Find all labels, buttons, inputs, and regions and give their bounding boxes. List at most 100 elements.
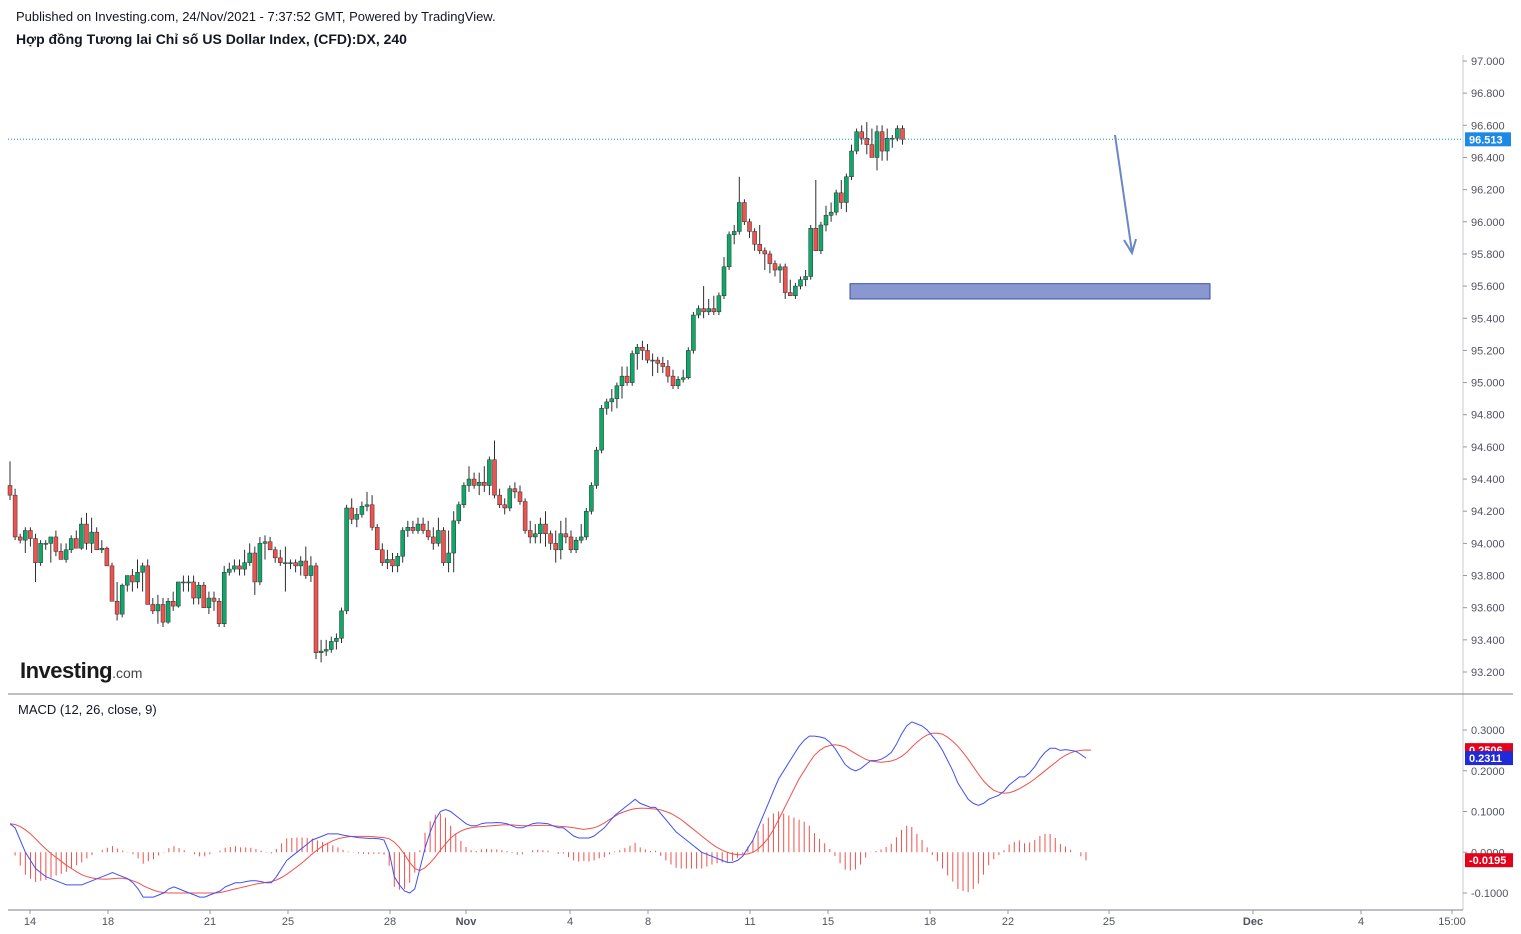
candle-body bbox=[436, 530, 441, 544]
macd-indicator-label[interactable]: MACD (12, 26, close, 9) bbox=[18, 702, 157, 717]
price-tick-label: 95.200 bbox=[1471, 345, 1505, 357]
candle-body bbox=[548, 533, 553, 544]
candle-body bbox=[415, 523, 421, 531]
candle-body bbox=[247, 552, 252, 563]
candle-body bbox=[380, 549, 385, 563]
candle-body bbox=[890, 137, 895, 140]
candle-body bbox=[502, 504, 507, 509]
candle-body bbox=[354, 514, 360, 520]
support-zone[interactable] bbox=[849, 283, 1211, 300]
candle-body bbox=[420, 523, 426, 531]
price-tick-label: 95.400 bbox=[1471, 313, 1505, 325]
candle-body bbox=[635, 346, 640, 354]
candle-body bbox=[640, 346, 645, 351]
candle-body bbox=[186, 581, 191, 584]
candle-body bbox=[369, 504, 375, 528]
price-tick-label: 94.400 bbox=[1471, 474, 1505, 486]
candle-body bbox=[599, 408, 604, 451]
candle-body bbox=[232, 565, 237, 570]
candle-body bbox=[895, 128, 900, 139]
candle-body bbox=[701, 308, 706, 313]
candle-body bbox=[410, 527, 416, 531]
time-tick-label: 14 bbox=[24, 916, 36, 928]
candle-body bbox=[589, 485, 594, 512]
candle-body bbox=[747, 221, 752, 232]
candle-body bbox=[660, 363, 666, 367]
time-tick-label: 28 bbox=[384, 916, 396, 928]
last-price-label: 96.513 bbox=[1469, 134, 1503, 146]
candle-body bbox=[808, 227, 813, 277]
candle-body bbox=[772, 263, 778, 271]
histogram-tag bbox=[1465, 853, 1513, 868]
price-tick-label: 93.600 bbox=[1471, 603, 1505, 615]
candle-body bbox=[803, 276, 808, 280]
macd-pane bbox=[9, 721, 1092, 898]
candle-body bbox=[507, 488, 513, 509]
candle-body bbox=[272, 549, 278, 559]
time-tick-label: 25 bbox=[1103, 916, 1115, 928]
price-tick-label: 93.200 bbox=[1471, 667, 1505, 679]
candle-body bbox=[334, 637, 339, 642]
macd-tick-label: -0.1000 bbox=[1471, 888, 1508, 900]
time-tick-label: 8 bbox=[645, 916, 651, 928]
candle-body bbox=[150, 604, 156, 612]
candle-body bbox=[196, 584, 201, 599]
candle-body bbox=[844, 176, 849, 203]
candle-body bbox=[874, 131, 880, 158]
candle-body bbox=[191, 581, 196, 599]
histogram-tag-label: -0.0195 bbox=[1469, 855, 1506, 867]
candle-body bbox=[691, 314, 696, 351]
candle-body bbox=[283, 562, 288, 564]
candle-body bbox=[405, 527, 411, 531]
candle-body bbox=[431, 536, 436, 544]
candle-body bbox=[160, 604, 166, 623]
candle-body bbox=[68, 538, 74, 551]
candle-body bbox=[12, 494, 18, 538]
candle-body bbox=[216, 601, 222, 625]
candle-body bbox=[48, 536, 54, 544]
candle-body bbox=[563, 533, 569, 538]
candle-body bbox=[74, 538, 79, 549]
candle-body bbox=[818, 224, 824, 251]
candle-body bbox=[262, 541, 268, 544]
candle-body bbox=[757, 244, 762, 251]
candle-body bbox=[155, 604, 161, 612]
candle-body bbox=[201, 584, 207, 608]
candle-body bbox=[828, 211, 834, 216]
candle-body bbox=[742, 202, 747, 223]
candle-body bbox=[43, 543, 48, 545]
price-tick-label: 95.600 bbox=[1471, 281, 1505, 293]
candle-body bbox=[655, 359, 660, 364]
candle-body bbox=[109, 565, 115, 602]
candle-body bbox=[313, 565, 319, 653]
candle-body bbox=[63, 549, 69, 560]
candle-body bbox=[471, 478, 477, 486]
candle-body bbox=[339, 610, 344, 639]
candle-body bbox=[84, 523, 89, 544]
projection-arrow[interactable] bbox=[1114, 134, 1133, 253]
candle-body bbox=[451, 520, 456, 554]
candle-body bbox=[374, 527, 380, 551]
candle-body bbox=[395, 555, 400, 567]
candle-body bbox=[726, 234, 732, 268]
candle-body bbox=[145, 565, 150, 605]
chart-title: Hợp đồng Tương lai Chỉ số US Dollar Inde… bbox=[16, 31, 407, 47]
candle-body bbox=[762, 250, 768, 255]
price-tick-label: 94.000 bbox=[1471, 538, 1505, 550]
price-tick-label: 96.800 bbox=[1471, 88, 1505, 100]
candle-body bbox=[604, 401, 609, 409]
candle-body bbox=[446, 552, 451, 563]
candle-body bbox=[543, 523, 548, 534]
candle-body bbox=[798, 279, 803, 287]
candle-body bbox=[33, 538, 38, 563]
candle-body bbox=[349, 507, 354, 520]
candle-body bbox=[176, 581, 181, 607]
candle-body bbox=[135, 572, 140, 583]
price-tick-label: 93.800 bbox=[1471, 571, 1505, 583]
candle-body bbox=[242, 562, 247, 570]
candle-body bbox=[879, 131, 885, 152]
time-tick-label: 15 bbox=[822, 916, 834, 928]
published-note: Published on Investing.com, 24/Nov/2021 … bbox=[16, 9, 496, 24]
candle-body bbox=[476, 482, 482, 486]
